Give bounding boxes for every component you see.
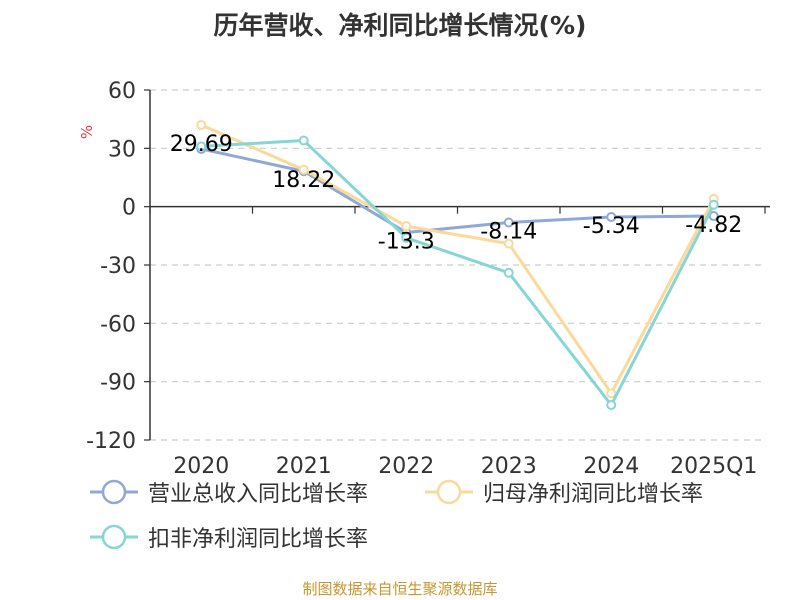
x-tick-label: 2024 xyxy=(583,454,639,479)
series-line xyxy=(200,123,716,395)
x-tick-label: 2022 xyxy=(378,454,434,479)
y-tick-label: -120 xyxy=(86,429,136,454)
data-point xyxy=(606,400,617,410)
data-label: -8.14 xyxy=(480,219,537,244)
y-tick-label: -90 xyxy=(100,371,136,396)
data-point xyxy=(708,199,719,210)
y-tick-label: 60 xyxy=(108,79,136,104)
legend-label: 归母净利润同比增长率 xyxy=(483,482,704,507)
series xyxy=(196,120,719,410)
legend-item[interactable]: 扣非净利润同比增长率 xyxy=(88,519,368,555)
y-tick-label: -30 xyxy=(100,254,136,279)
data-point xyxy=(401,221,412,232)
data-label: 29.69 xyxy=(170,132,233,157)
data-point xyxy=(606,388,617,399)
data-point xyxy=(503,238,514,249)
data-point xyxy=(196,141,207,152)
series-line xyxy=(201,139,716,407)
data-label: -13.3 xyxy=(378,230,435,255)
legend-label: 营业总收入同比增长率 xyxy=(148,482,369,507)
legend-item[interactable]: 归母净利润同比增长率 xyxy=(423,474,703,510)
legend-item[interactable]: 营业总收入同比增长率 xyxy=(88,474,368,510)
x-tick-label: 2025Q1 xyxy=(670,454,757,479)
data-point xyxy=(708,211,719,222)
y-tick-label: 0 xyxy=(122,196,136,221)
data-label: -5.34 xyxy=(583,214,640,239)
legend-marker-icon xyxy=(425,479,473,505)
legend-marker-icon xyxy=(90,524,138,550)
y-axis-label: % xyxy=(78,125,96,139)
data-point xyxy=(298,135,309,146)
data-point xyxy=(503,217,514,228)
x-tick-label: 2021 xyxy=(276,454,332,479)
chart-title: 历年营收、净利同比增长情况(%) xyxy=(213,11,587,40)
legend-marker-icon xyxy=(90,479,138,505)
data-point xyxy=(606,212,617,223)
x-tick-label: 2020 xyxy=(173,454,229,479)
data-labels: 29.69 18.22 -13.3 -8.14 -5.34 -4.82 xyxy=(170,132,742,255)
data-point xyxy=(196,120,207,130)
y-tick-label: -60 xyxy=(100,312,136,337)
data-point xyxy=(298,164,309,175)
data-label: 18.22 xyxy=(272,168,335,193)
data-point xyxy=(503,267,514,278)
data-label: -4.82 xyxy=(685,213,742,238)
y-tick-label: 30 xyxy=(108,137,136,162)
series-line xyxy=(200,147,714,235)
source-note: 制图数据来自恒生聚源数据库 xyxy=(302,580,498,598)
x-tick-label: 2023 xyxy=(481,454,537,479)
data-point xyxy=(401,232,412,243)
legend-label: 扣非净利润同比增长率 xyxy=(148,527,369,552)
axes: 60 30 0 -30 -60 -90 -120% 2020 2021 2022 2023 2024 2… xyxy=(78,79,770,479)
